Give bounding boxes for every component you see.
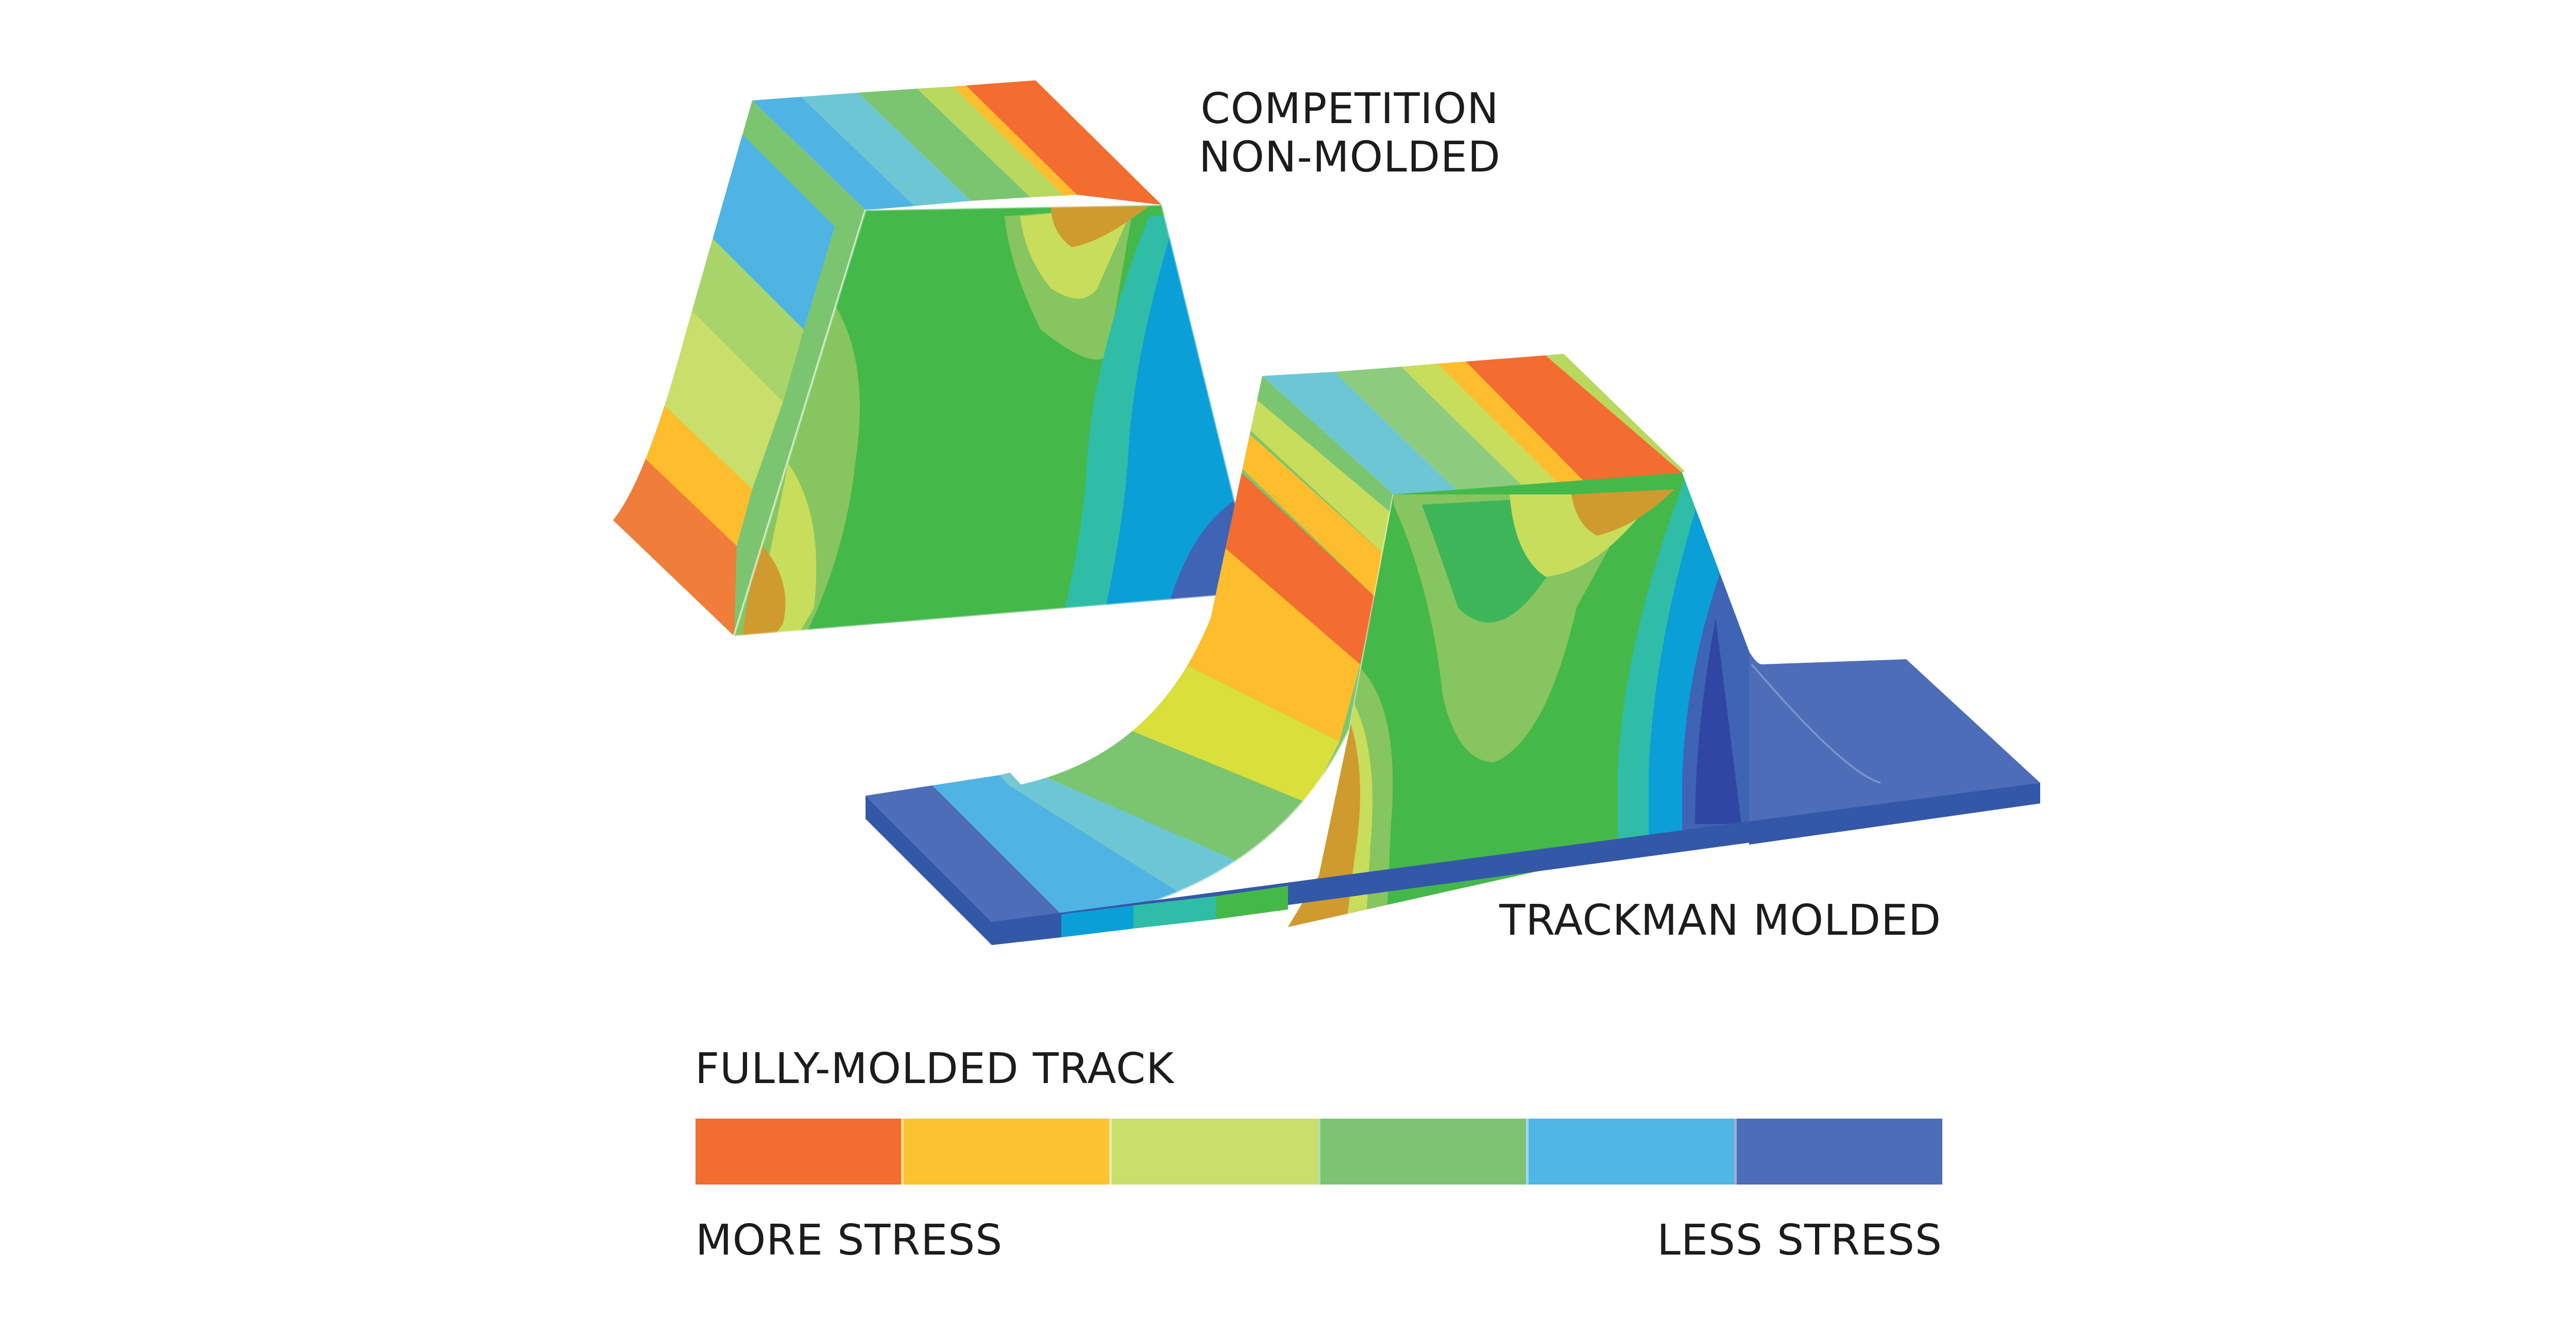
trackman-label: TRACKMAN MOLDED xyxy=(1499,896,1941,945)
legend-title: FULLY-MOLDED TRACK xyxy=(695,1044,1175,1093)
legend-swatch-3 xyxy=(1109,1119,1318,1185)
trackman-top-face xyxy=(1262,354,1685,494)
competition-label-line2: NON-MOLDED xyxy=(1199,133,1501,182)
competition-label-line1: COMPETITION xyxy=(1200,84,1499,133)
legend-swatch-5 xyxy=(1526,1119,1734,1185)
legend-swatch-4 xyxy=(1317,1119,1526,1185)
trackman-right-flange xyxy=(1749,651,2040,824)
legend-swatch-2 xyxy=(901,1119,1110,1185)
legend-swatch-6 xyxy=(1734,1119,1943,1185)
stress-legend-bar xyxy=(696,1119,1943,1185)
legend-less-stress-label: LESS STRESS xyxy=(1657,1216,1942,1265)
legend-more-stress-label: MORE STRESS xyxy=(696,1216,1003,1265)
competition-label: COMPETITION NON-MOLDED xyxy=(1175,85,1525,182)
legend-swatch-1 xyxy=(696,1119,902,1185)
competition-top-face xyxy=(752,80,1162,210)
